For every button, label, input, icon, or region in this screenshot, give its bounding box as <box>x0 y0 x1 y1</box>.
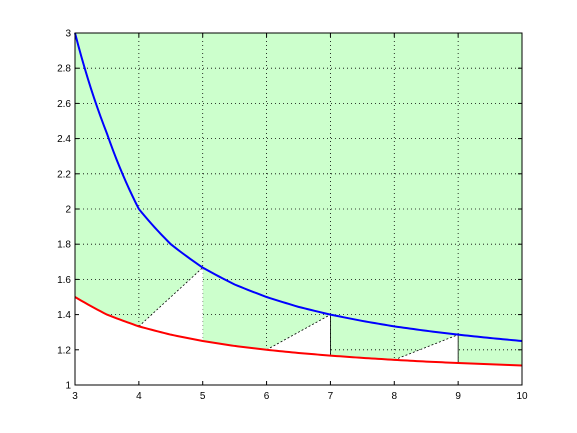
construction-segment-0 <box>138 267 203 327</box>
axis-ticks <box>74 32 523 386</box>
x-tick-labels: 3 4 5 6 7 8 9 10 <box>72 391 528 402</box>
upper-curve-line <box>74 32 523 342</box>
grid-mask-lower <box>75 297 522 385</box>
y-tick-label-2.2: 2.2 <box>57 169 71 180</box>
x-tick-label-10: 10 <box>516 391 528 402</box>
y-tick-label-1.2: 1.2 <box>57 345 71 356</box>
y-tick-labels: 1 1.2 1.4 1.6 1.8 2 2.2 2.4 2.6 2.8 3 <box>57 29 71 392</box>
lower-curve-line <box>74 296 523 367</box>
x-tick-label-5: 5 <box>200 391 206 402</box>
y-tick-label-2.8: 2.8 <box>57 64 71 75</box>
construction-segment-1 <box>266 314 331 351</box>
grid-mask-triangle-1 <box>138 267 203 341</box>
y-tick-label-2: 2 <box>65 205 71 216</box>
x-tick-label-9: 9 <box>455 391 461 402</box>
y-tick-label-2.6: 2.6 <box>57 99 71 110</box>
y-tick-label-1.6: 1.6 <box>57 275 71 286</box>
grid-lines <box>75 33 522 385</box>
grid-mask-triangle-2 <box>266 314 331 356</box>
series-lines <box>74 32 523 367</box>
y-tick-label-2.4: 2.4 <box>57 134 71 145</box>
y-tick-label-1.4: 1.4 <box>57 310 71 321</box>
x-tick-label-7: 7 <box>328 391 334 402</box>
x-tick-label-8: 8 <box>392 391 398 402</box>
grid-mask-triangle-3 <box>394 334 459 363</box>
y-tick-label-1.8: 1.8 <box>57 240 71 251</box>
y-tick-label-3: 3 <box>65 29 71 40</box>
x-tick-label-6: 6 <box>264 391 270 402</box>
x-tick-label-3: 3 <box>72 391 78 402</box>
x-tick-label-4: 4 <box>136 391 142 402</box>
y-tick-label-1: 1 <box>65 381 71 392</box>
construction-segment-3 <box>394 334 459 361</box>
construction-lines <box>138 267 459 363</box>
